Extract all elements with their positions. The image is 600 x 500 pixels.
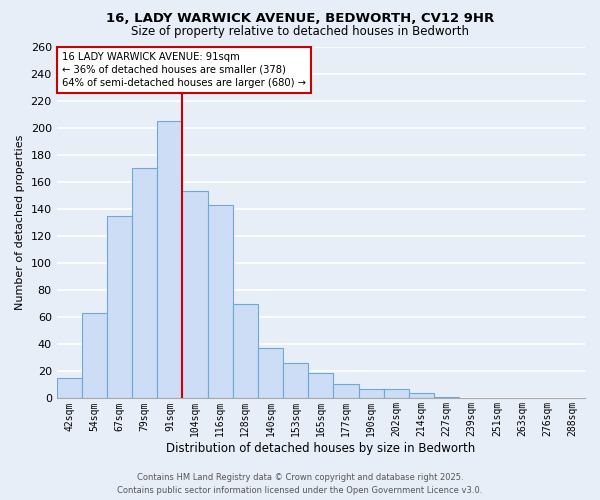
Bar xyxy=(157,121,182,398)
Bar xyxy=(283,363,308,398)
Y-axis label: Number of detached properties: Number of detached properties xyxy=(15,135,25,310)
Bar xyxy=(384,389,409,398)
Bar xyxy=(434,397,459,398)
Text: 16, LADY WARWICK AVENUE, BEDWORTH, CV12 9HR: 16, LADY WARWICK AVENUE, BEDWORTH, CV12 … xyxy=(106,12,494,26)
Bar xyxy=(258,348,283,399)
Bar xyxy=(82,313,107,398)
Text: Contains HM Land Registry data © Crown copyright and database right 2025.
Contai: Contains HM Land Registry data © Crown c… xyxy=(118,474,482,495)
Bar xyxy=(233,304,258,398)
Bar xyxy=(208,205,233,398)
Bar xyxy=(334,384,359,398)
X-axis label: Distribution of detached houses by size in Bedworth: Distribution of detached houses by size … xyxy=(166,442,475,455)
Text: 16 LADY WARWICK AVENUE: 91sqm
← 36% of detached houses are smaller (378)
64% of : 16 LADY WARWICK AVENUE: 91sqm ← 36% of d… xyxy=(62,52,306,88)
Text: Size of property relative to detached houses in Bedworth: Size of property relative to detached ho… xyxy=(131,25,469,38)
Bar xyxy=(308,372,334,398)
Bar xyxy=(107,216,132,398)
Bar xyxy=(182,192,208,398)
Bar xyxy=(409,393,434,398)
Bar xyxy=(359,389,384,398)
Bar xyxy=(56,378,82,398)
Bar xyxy=(132,168,157,398)
